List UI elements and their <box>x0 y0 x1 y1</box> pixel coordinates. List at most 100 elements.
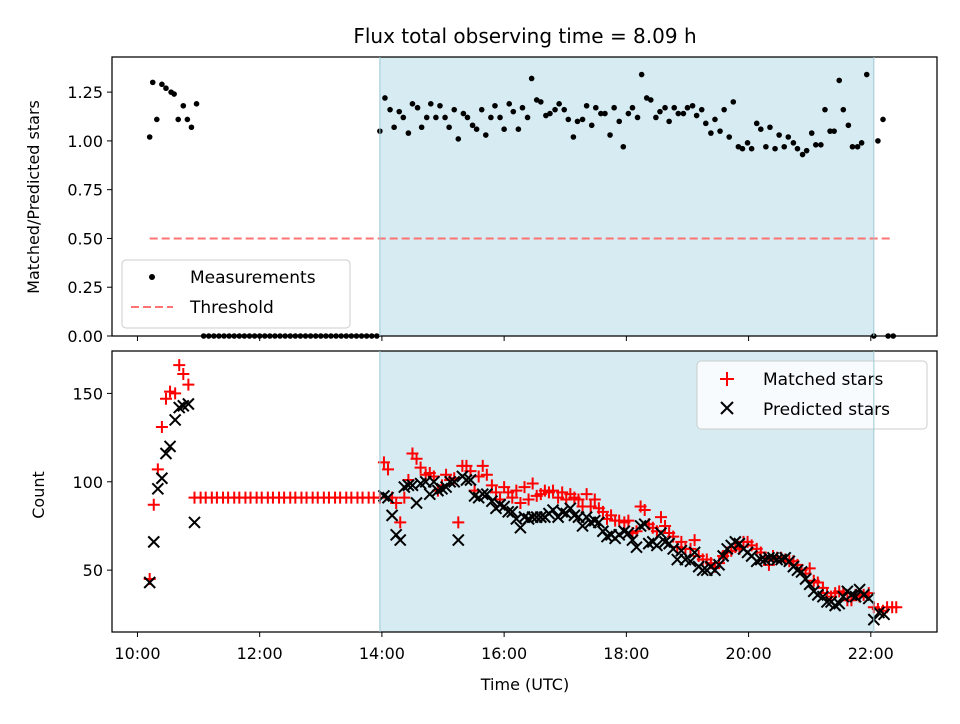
measurement-point <box>188 124 195 131</box>
top-axes-frame <box>111 56 938 337</box>
measurement-point <box>629 104 636 111</box>
matched-star-point <box>414 461 427 474</box>
top-ytick-label: 0.75 <box>67 181 103 200</box>
measurement-point <box>154 116 160 123</box>
measurement-point <box>515 126 522 132</box>
measurement-point <box>501 126 507 132</box>
bottom-xtick-label: 18:00 <box>603 644 649 663</box>
measurement-point <box>464 114 471 121</box>
measurement-point <box>400 114 407 121</box>
measurement-point <box>524 114 531 121</box>
measurement-point <box>570 134 577 140</box>
measurement-point <box>446 124 452 131</box>
top-marks <box>146 71 897 339</box>
bottom-ytick-label: 150 <box>72 384 103 403</box>
observing-span-top <box>379 57 874 336</box>
predicted-star-point <box>402 479 415 492</box>
top-ytick-label: 0.50 <box>67 229 103 248</box>
measurement-point <box>822 106 828 113</box>
bottom-xtick-label: 12:00 <box>237 644 283 663</box>
predicted-star-point <box>443 475 457 488</box>
measurement-point <box>684 104 691 111</box>
predicted-star-point <box>862 592 875 605</box>
predicted-star-point <box>592 516 606 529</box>
matched-star-point <box>147 498 160 511</box>
measurement-point <box>149 79 156 86</box>
measurement-point <box>763 143 769 150</box>
top-ytick-label: 1.25 <box>67 83 103 102</box>
bottom-xlabel: Time (UTC) <box>480 675 569 694</box>
measurement-point <box>790 140 797 146</box>
predicted-star-point <box>155 472 169 485</box>
matched-star-point <box>890 601 903 614</box>
matched-star-point <box>526 477 539 490</box>
measurement-point <box>171 91 177 97</box>
measurement-point <box>812 141 819 148</box>
bottom-ytick-label: 50 <box>83 561 103 580</box>
measurement-point <box>583 102 590 109</box>
predicted-star-point <box>795 565 808 579</box>
measurement-point <box>827 128 833 134</box>
measurement-point <box>675 110 682 117</box>
predicted-star-point <box>712 558 726 572</box>
measurement-point <box>433 114 439 121</box>
measurement-point <box>611 104 617 111</box>
measurement-point <box>620 143 627 150</box>
matched-star-point <box>556 486 569 499</box>
measurement-point <box>744 140 751 146</box>
measurement-point <box>698 106 705 113</box>
measurement-point <box>721 106 727 113</box>
bottom-ytick-label: 100 <box>72 473 103 492</box>
predicted-star-point <box>820 595 834 609</box>
matched-star-point <box>506 491 519 504</box>
predicted-star-point <box>506 505 519 519</box>
matched-star-point <box>173 359 186 372</box>
bottom-ylabel: Count <box>29 471 48 519</box>
matched-star-point <box>476 459 489 472</box>
predicted-star-point <box>688 546 701 559</box>
measurement-point <box>184 116 191 123</box>
matched-star-point <box>155 420 168 433</box>
measurement-point <box>647 97 654 103</box>
top-ytick-label: 0.25 <box>67 278 103 297</box>
matched-star-point <box>547 484 560 497</box>
bottom-panel: 50 100 150 10:00 12:00 14:00 16:00 18:00 20:00 22… <box>29 350 938 694</box>
legend-predicted-label: Predicted stars <box>763 400 890 420</box>
measurement-point <box>781 143 788 150</box>
measurement-point <box>488 114 494 121</box>
legend-measurements-label: Measurements <box>190 268 316 288</box>
measurement-point <box>592 104 599 111</box>
measurement-point <box>625 110 632 117</box>
measurement-point <box>561 106 568 113</box>
measurement-point <box>565 116 572 123</box>
predicted-star-point <box>833 597 846 610</box>
measurement-point <box>506 101 513 107</box>
measurement-point <box>455 136 462 142</box>
measurement-point <box>602 110 608 117</box>
measurement-point <box>831 128 837 134</box>
chart-title: Flux total observing time = 8.09 h <box>353 24 696 48</box>
predicted-star-point <box>410 496 423 510</box>
matched-star-point <box>169 387 182 400</box>
predicted-star-point <box>588 514 601 527</box>
top-ytick-label: 1.00 <box>67 132 103 151</box>
measurement-point <box>875 138 881 144</box>
measurement-point <box>858 140 865 146</box>
predicted-star-point <box>476 487 489 501</box>
measurement-point <box>579 116 586 123</box>
measurement-point <box>574 118 581 125</box>
measurement-point <box>808 130 815 136</box>
top-legend-box <box>121 259 351 329</box>
measurement-point <box>528 75 535 82</box>
matched-star-point <box>654 511 667 524</box>
measurement-point <box>638 71 645 78</box>
predicted-star-point <box>173 401 186 414</box>
predicted-star-point <box>638 517 651 531</box>
legend-measurements-marker <box>149 274 155 280</box>
legend-threshold-label: Threshold <box>189 298 274 318</box>
measurement-point <box>794 145 801 152</box>
matched-star-point <box>522 493 535 506</box>
predicted-star-point <box>151 482 165 496</box>
measurement-point <box>598 110 604 117</box>
measurement-point <box>552 106 558 113</box>
